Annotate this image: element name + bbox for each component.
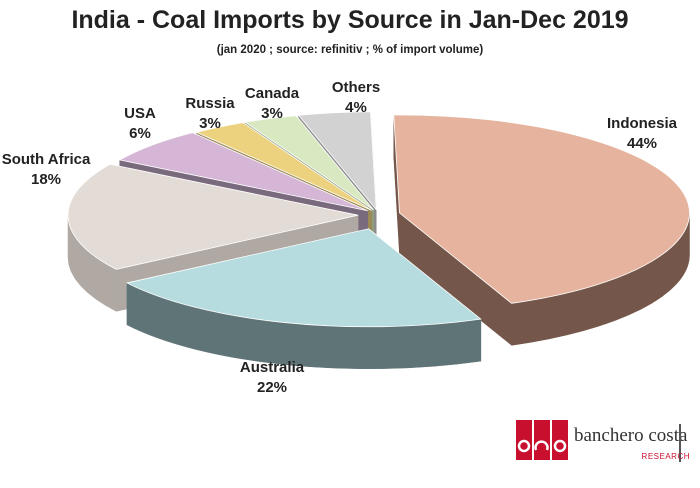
slice-label-russia: Russia <box>185 95 235 112</box>
slice-label-canada: Canada <box>245 85 300 102</box>
slice-label-others: Others <box>332 79 380 96</box>
slice-top-others <box>297 111 377 211</box>
slice-label-usa: USA <box>124 105 156 122</box>
chart-subtitle: (jan 2020 ; source: refinitiv ; % of imp… <box>216 44 484 56</box>
pie-slices <box>67 111 690 370</box>
slice-value-russia: 3% <box>199 115 221 132</box>
slice-value-others: 4% <box>345 99 367 116</box>
slice-australia <box>125 228 482 370</box>
slice-top-indonesia <box>393 114 690 304</box>
logo-subtitle: RESEARCH <box>641 452 690 461</box>
slice-label-australia: Australia <box>240 359 305 376</box>
slice-value-usa: 6% <box>129 125 151 142</box>
slice-top-usa <box>118 132 368 212</box>
slice-labels: Indonesia 44% Australia 22% South Africa 18% U… <box>2 79 678 396</box>
slice-label-south-africa: South Africa <box>2 151 91 168</box>
slice-top-russia <box>195 122 372 211</box>
slice-top-south-africa <box>67 163 359 270</box>
slice-top-canada <box>243 115 375 211</box>
slice-value-canada: 3% <box>261 105 283 122</box>
slice-top-australia <box>125 228 482 328</box>
logo-name: banchero costa <box>574 425 688 446</box>
chart-title: India - Coal Imports by Source in Jan-De… <box>71 6 629 34</box>
logo-mark-icon <box>516 420 568 460</box>
slice-value-south-africa: 18% <box>31 171 61 188</box>
slice-value-indonesia: 44% <box>627 135 657 152</box>
logo-divider <box>679 424 681 462</box>
banchero-costa-logo: banchero costa RESEARCH <box>516 412 696 472</box>
slice-label-indonesia: Indonesia <box>607 115 678 132</box>
slice-value-australia: 22% <box>257 379 287 396</box>
slice-indonesia <box>393 114 690 346</box>
